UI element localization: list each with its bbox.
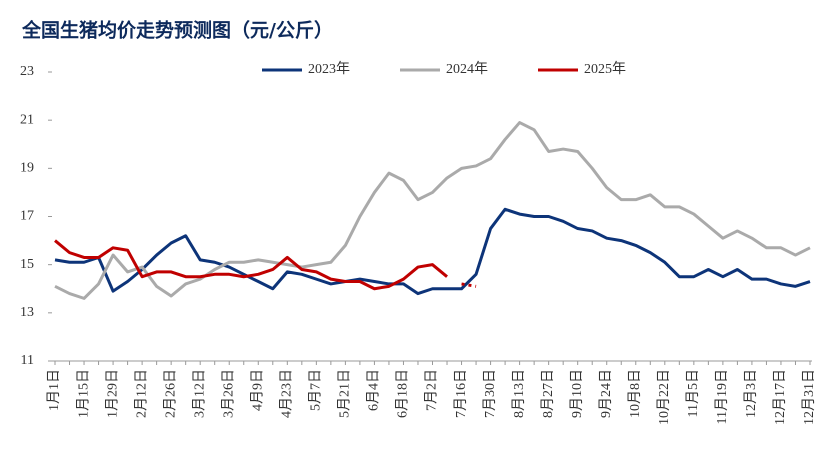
x-tick-label: 4月23日 — [279, 369, 295, 418]
x-tick-label: 1月1日 — [46, 369, 62, 411]
x-tick-label: 12月3日 — [743, 369, 759, 418]
legend-label: 2023年 — [308, 61, 350, 77]
y-tick-label: 15 — [20, 257, 34, 272]
x-tick-label: 12月17日 — [772, 369, 788, 425]
x-tick-label: 4月9日 — [249, 369, 265, 411]
series-line — [54, 121, 811, 300]
x-tick-label: 2月12日 — [133, 369, 149, 418]
x-tick-label: 3月26日 — [220, 369, 236, 418]
y-tick-label: 11 — [21, 353, 34, 368]
y-tick-label: 13 — [20, 305, 34, 320]
x-tick-label: 10月8日 — [627, 369, 643, 418]
x-tick-label: 6月4日 — [366, 369, 382, 411]
x-tick-label: 8月27日 — [540, 369, 556, 418]
x-tick-label: 1月15日 — [75, 369, 91, 418]
y-tick-label: 21 — [20, 112, 34, 127]
series-line — [54, 207, 811, 296]
x-tick-label: 7月2日 — [424, 369, 440, 411]
x-tick-label: 9月24日 — [598, 369, 614, 418]
x-tick-label: 3月12日 — [191, 369, 207, 418]
series-line — [461, 282, 477, 288]
x-tick-label: 8月13日 — [511, 369, 527, 418]
x-tick-label: 11月19日 — [714, 369, 730, 424]
x-tick-label: 6月18日 — [395, 369, 411, 418]
y-tick-label: 23 — [20, 64, 34, 79]
x-tick-label: 5月21日 — [337, 369, 353, 418]
x-tick-label: 11月5日 — [685, 369, 701, 417]
y-tick-label: 17 — [20, 209, 34, 224]
x-tick-label: 1月29日 — [104, 369, 120, 418]
x-tick-label: 9月10日 — [569, 369, 585, 418]
x-tick-label: 10月22日 — [656, 369, 672, 425]
x-tick-label: 7月16日 — [453, 369, 469, 418]
x-tick-label: 2月26日 — [162, 369, 178, 418]
y-tick-label: 19 — [20, 161, 34, 176]
x-tick-label: 7月30日 — [482, 369, 498, 418]
x-tick-label: 12月31日 — [801, 369, 815, 425]
series-line — [54, 239, 448, 291]
legend-label: 2025年 — [584, 61, 626, 77]
legend-label: 2024年 — [446, 61, 488, 77]
chart-title: 全国生猪均价走势预测图（元/公斤） — [21, 19, 333, 42]
x-tick-label: 5月7日 — [308, 369, 324, 411]
